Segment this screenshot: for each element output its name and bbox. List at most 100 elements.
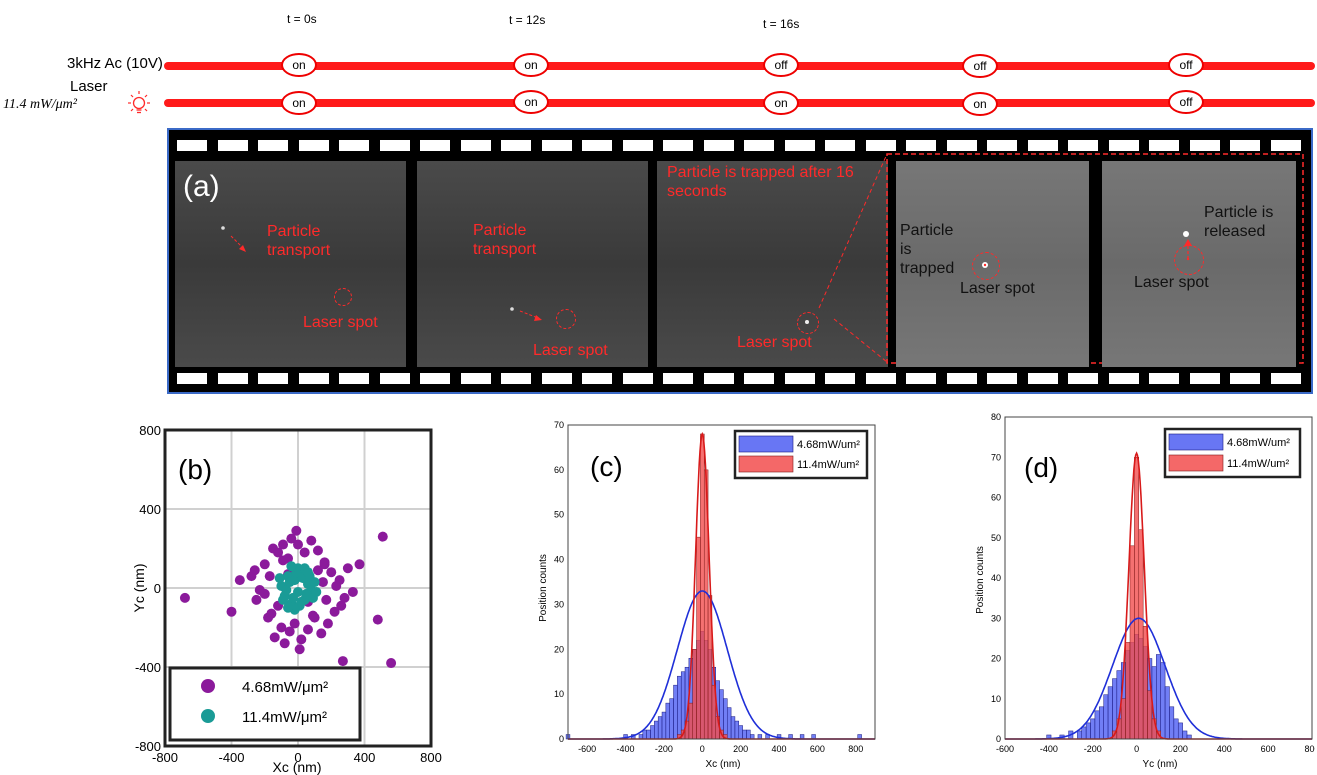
scatter-point-low-power: [259, 559, 270, 570]
scatter-point-low-power: [336, 600, 347, 611]
scatter-point-low-power: [269, 632, 280, 643]
scatter-point-high-power: [284, 577, 295, 588]
frame1-text: Particle transport: [267, 223, 331, 259]
laser-spot-marker: [797, 312, 819, 334]
frame4-spot-label: Laser spot: [960, 280, 1035, 297]
y-tick-label: 0: [996, 734, 1001, 744]
scatter-point-low-power: [179, 592, 190, 603]
x-tick-label: 400: [354, 750, 376, 765]
sprocket-hole: [1230, 140, 1260, 151]
chart-b-xlabel: Xc (nm): [273, 759, 322, 775]
light-bulb-icon: [124, 90, 154, 125]
y-tick-label: 70: [991, 452, 1001, 462]
sprocket-hole: [420, 140, 450, 151]
x-tick-label: -800: [152, 750, 178, 765]
x-tick-label: 400: [1217, 744, 1232, 754]
ac-state-5: off: [1168, 53, 1204, 77]
scatter-point-low-power: [289, 618, 300, 629]
chart-c-frame: [567, 424, 876, 740]
panel-label-d: (d): [1024, 452, 1058, 483]
histogram-bar-low-power: [677, 675, 682, 740]
panel-label-c: (c): [590, 451, 623, 482]
sprocket-hole: [663, 140, 693, 151]
histogram-bar-high-power: [1120, 698, 1126, 740]
sprocket-hole: [1108, 373, 1139, 384]
sprocket-hole: [987, 373, 1017, 384]
legend-swatch: [1168, 454, 1224, 472]
histogram-bar-high-power: [1134, 457, 1140, 740]
legend-label-2: 11.4mW/μm²: [242, 709, 327, 726]
y-tick-label: 10: [991, 694, 1001, 704]
frame1-spot-label: Laser spot: [303, 314, 378, 331]
sprocket-hole: [622, 373, 653, 384]
frame-4-zoom: Particle is trapped Laser spot: [896, 161, 1089, 367]
scatter-point-low-power: [294, 644, 305, 655]
histogram-bar-low-power: [1173, 718, 1179, 740]
x-tick-label: 800: [848, 744, 863, 754]
chart-c-legend: 4.68mW/um² 11.4mW/um²: [733, 429, 869, 480]
sprocket-hole: [744, 140, 774, 151]
frame3-spot-label: Laser spot: [737, 334, 812, 351]
histogram-bar-low-power: [665, 702, 670, 740]
legend-swatch: [201, 679, 215, 693]
scatter-point-low-power: [254, 584, 265, 595]
scatter-point-low-power: [321, 594, 332, 605]
laser-spot-marker: [556, 309, 576, 329]
sprocket-hole: [1270, 373, 1301, 384]
y-tick-label: 20: [991, 654, 1001, 664]
scatter-point-high-power: [296, 596, 307, 607]
legend-swatch: [201, 709, 215, 723]
scatter-point-low-power: [251, 594, 262, 605]
histogram-bar-low-power: [734, 720, 740, 740]
sprocket-hole: [784, 140, 815, 151]
x-tick-label: 600: [1261, 744, 1276, 754]
x-tick-label: 0: [1134, 744, 1139, 754]
sprocket-hole: [1108, 140, 1139, 151]
histogram-bar-low-power: [1081, 726, 1087, 740]
scatter-point-low-power: [279, 638, 290, 649]
sprocket-hole: [258, 140, 288, 151]
histogram-bar-low-power: [1164, 686, 1170, 740]
sprocket-hole: [906, 373, 936, 384]
sprocket-hole: [987, 140, 1017, 151]
histogram-bar-high-power: [1129, 545, 1135, 740]
scatter-point-low-power: [278, 539, 289, 550]
scatter-point-low-power: [372, 614, 383, 625]
y-tick-label: 30: [991, 613, 1001, 623]
sprocket-hole: [217, 140, 248, 151]
scatter-point-high-power: [302, 567, 313, 578]
histogram-bar-low-power: [1103, 694, 1109, 740]
frame-3: Particle is trapped after 16 seconds Las…: [657, 161, 888, 367]
scatter-point-high-power: [288, 592, 299, 603]
laser-power-label: 11.4 mW/μm²: [3, 97, 77, 112]
sprocket-hole: [1270, 140, 1301, 151]
y-tick-label: 20: [554, 644, 564, 654]
y-tick-label: 50: [991, 533, 1001, 543]
y-tick-label: -400: [135, 660, 161, 675]
y-tick-label: 80: [991, 412, 1001, 422]
chart-c-ylabel: Position counts: [538, 554, 549, 622]
chart-d-histogram: -600 -400 -200 0 200 400 600 800 0 10 20 30 40 50 60 70…: [975, 412, 1315, 770]
chart-d-frame: [1004, 416, 1313, 740]
scatter-point-high-power: [283, 602, 294, 613]
chart-c-xlabel: Xc (nm): [706, 759, 741, 770]
sprocket-hole: [177, 373, 207, 384]
scatter-point-high-power: [274, 573, 285, 584]
frame3-text: Particle is trapped after 16 seconds: [667, 164, 854, 200]
y-tick-label: 400: [139, 502, 161, 517]
sprocket-hole: [1027, 140, 1058, 151]
x-tick-label: -400: [1040, 744, 1058, 754]
sprocket-hole: [177, 140, 207, 151]
sprocket-hole: [582, 140, 612, 151]
scatter-point-low-power: [317, 577, 328, 588]
y-tick-label: 60: [554, 465, 564, 475]
histogram-bar-high-power: [696, 536, 701, 740]
scatter-point-low-power: [337, 656, 348, 667]
chart-b-legend: 4.68mW/μm² 11.4mW/μm²: [168, 666, 362, 742]
laser-state-3: on: [763, 91, 799, 115]
histogram-bar-low-power: [1169, 706, 1175, 740]
particle-arrow: [510, 307, 542, 321]
time-label-12s: t = 12s: [509, 13, 546, 27]
particle-arrow: [221, 226, 246, 252]
chart-b-scatter: -800 -400 0 400 800 -800 -400 0 400 800 (b) Xc (n…: [131, 423, 442, 775]
